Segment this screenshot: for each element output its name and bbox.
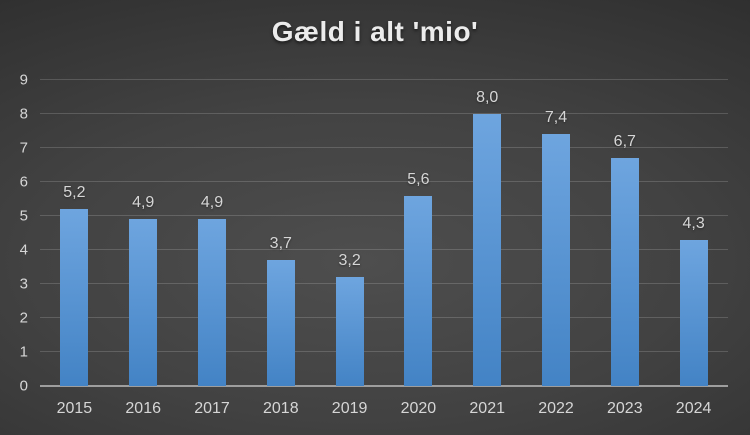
y-tick-label: 8: [19, 105, 28, 123]
x-axis: 2015 2016 2017 2018 2019 2020 2021 2022 2023 2024: [40, 394, 728, 424]
x-axis-line: [40, 385, 728, 387]
bar-2015: [60, 209, 89, 386]
gridline: [40, 283, 728, 284]
y-tick-label: 9: [19, 71, 28, 89]
bar-value-label: 4,9: [200, 194, 224, 212]
x-tick-label: 2016: [125, 400, 161, 417]
bar-value-label: 5,2: [63, 184, 86, 202]
bar-2024: [679, 239, 708, 386]
bar-2018: [266, 260, 295, 386]
x-tick-label: 2024: [675, 400, 712, 417]
bar-2016: [129, 219, 158, 386]
x-tick-label: 2019: [331, 400, 368, 417]
bar-value-label: 3,7: [269, 235, 292, 253]
bar-2019: [335, 277, 364, 386]
y-tick-label: 3: [19, 275, 28, 293]
bar-value-label: 4,9: [132, 194, 155, 212]
gridline: [40, 79, 728, 80]
y-tick-label: 5: [19, 207, 28, 225]
gridline: [40, 113, 728, 115]
bar-value-label: 5,6: [407, 170, 430, 188]
bar-value-label: 6,7: [613, 133, 636, 151]
y-tick-label: 2: [19, 309, 28, 327]
bar-2020: [404, 195, 433, 386]
y-tick-label: 7: [19, 139, 28, 157]
bar-value-label: 4,3: [682, 214, 705, 232]
bar-2023: [610, 158, 639, 386]
bar-value-label: 3,2: [338, 252, 361, 270]
bar-2021: [473, 114, 502, 386]
y-axis: 0 1 2 3 4 5 6 7 8 9: [0, 73, 32, 394]
bar-value-label: 7,4: [544, 109, 568, 127]
x-tick-label: 2017: [194, 400, 230, 417]
y-tick-label: 1: [19, 343, 28, 361]
x-tick-label: 2021: [469, 400, 505, 417]
bar-2022: [542, 134, 570, 386]
gridline: [40, 181, 728, 182]
bar-value-label: 8,0: [476, 89, 499, 107]
bar-2017: [198, 219, 226, 386]
gridline: [40, 249, 728, 251]
x-tick-label: 2015: [56, 400, 93, 417]
gridline: [40, 215, 728, 216]
gridline: [40, 351, 728, 353]
x-tick-label: 2020: [400, 400, 437, 417]
gridline: [40, 147, 728, 148]
y-tick-label: 6: [19, 173, 28, 191]
y-tick-label: 0: [19, 377, 28, 395]
y-tick-label: 4: [19, 241, 28, 259]
chart-title: Gæld i alt 'mio': [271, 16, 479, 47]
plot-area: 5,2 4,9 4,9 3,7 3,2 5,6 8,0 7,4 6,7 4,3: [40, 79, 728, 387]
x-tick-label: 2022: [538, 400, 574, 417]
x-tick-label: 2018: [263, 400, 299, 417]
x-tick-label: 2023: [607, 400, 643, 417]
gridline: [40, 317, 728, 319]
